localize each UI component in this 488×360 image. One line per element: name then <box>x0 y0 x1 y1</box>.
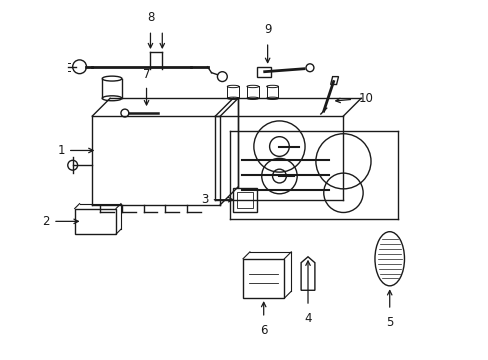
Bar <box>237 192 252 208</box>
Bar <box>256 67 270 77</box>
Text: 9: 9 <box>264 23 271 36</box>
Bar <box>233 188 256 212</box>
Ellipse shape <box>227 97 239 99</box>
Bar <box>75 208 116 234</box>
Text: 4: 4 <box>304 312 311 325</box>
Ellipse shape <box>246 85 258 87</box>
Text: 1: 1 <box>57 144 65 157</box>
Ellipse shape <box>102 96 122 101</box>
Text: 5: 5 <box>385 316 393 329</box>
Bar <box>243 259 284 298</box>
Ellipse shape <box>266 97 278 99</box>
Ellipse shape <box>227 85 239 87</box>
Text: 2: 2 <box>42 215 50 228</box>
Ellipse shape <box>266 85 278 87</box>
Text: 7: 7 <box>142 68 150 81</box>
Text: 3: 3 <box>201 193 208 206</box>
Ellipse shape <box>246 97 258 99</box>
Text: 8: 8 <box>146 12 154 24</box>
Text: 6: 6 <box>260 324 267 337</box>
Text: 10: 10 <box>358 92 372 105</box>
Ellipse shape <box>102 76 122 81</box>
